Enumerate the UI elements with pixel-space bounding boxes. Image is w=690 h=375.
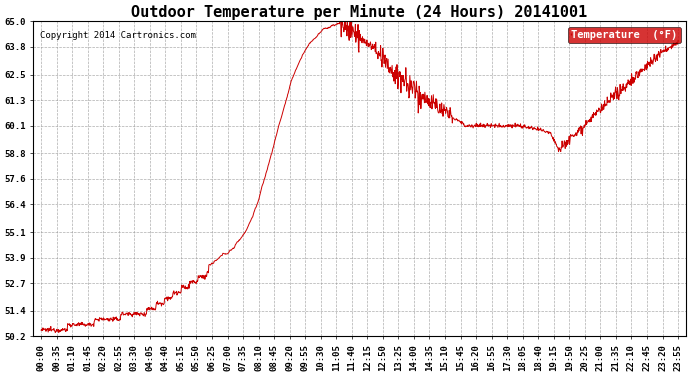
Title: Outdoor Temperature per Minute (24 Hours) 20141001: Outdoor Temperature per Minute (24 Hours… [131,4,588,20]
Legend: Temperature  (°F): Temperature (°F) [568,27,680,43]
Text: Copyright 2014 Cartronics.com: Copyright 2014 Cartronics.com [40,31,196,40]
